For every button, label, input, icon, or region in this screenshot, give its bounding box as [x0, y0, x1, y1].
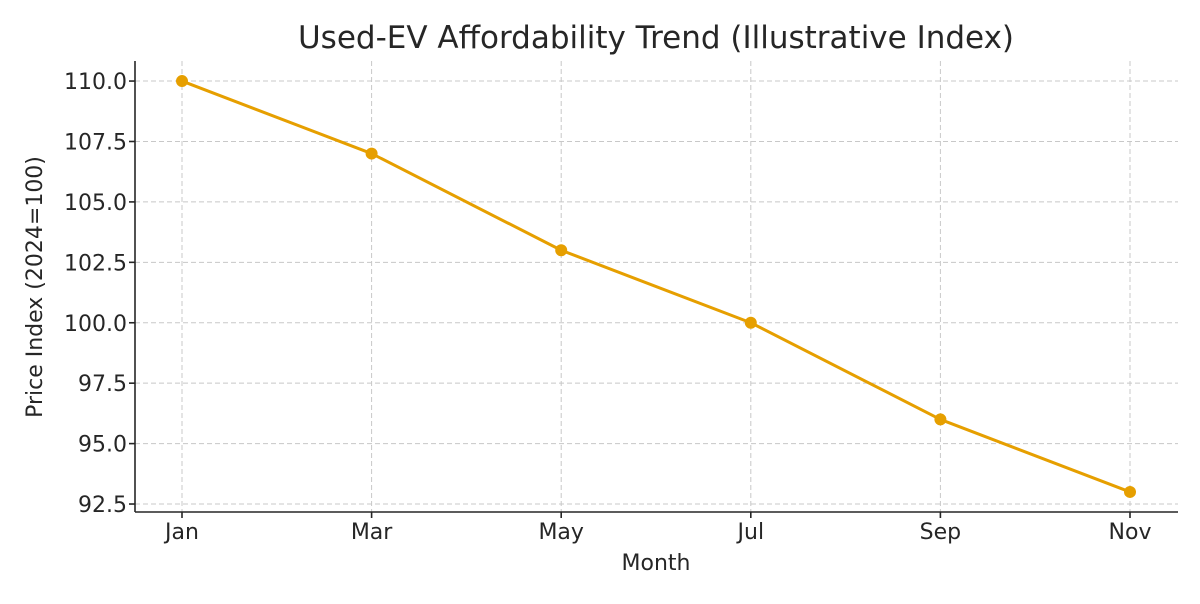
y-axis-ticks: 92.5 95.0 97.5 100.0 102.5 105.0 107.5 110.0	[64, 70, 135, 518]
series	[176, 75, 1136, 498]
y-tick-label: 95.0	[78, 433, 127, 458]
data-point	[744, 316, 757, 329]
x-tick-label: May	[538, 520, 583, 545]
x-axis-ticks: Jan Mar May Jul Sep Nov	[163, 512, 1151, 545]
y-tick-label: 107.5	[64, 130, 127, 155]
x-tick-label: Jan	[163, 520, 199, 545]
x-tick-label: Nov	[1109, 520, 1152, 545]
y-tick-label: 97.5	[78, 372, 127, 397]
x-tick-label: Jul	[736, 520, 765, 545]
y-tick-label: 92.5	[78, 493, 127, 518]
x-tick-label: Sep	[920, 520, 961, 545]
y-tick-label: 110.0	[64, 70, 127, 95]
data-point	[934, 413, 947, 426]
x-axis-label: Month	[622, 551, 691, 576]
data-point	[1124, 485, 1136, 498]
y-tick-label: 105.0	[64, 191, 127, 216]
data-point	[555, 244, 568, 257]
x-tick-label: Mar	[351, 520, 393, 545]
y-tick-label: 102.5	[64, 251, 127, 276]
data-point	[365, 147, 378, 160]
data-point	[176, 75, 188, 88]
y-axis-label: Price Index (2024=100)	[23, 156, 48, 418]
series-line	[181, 79, 1131, 494]
y-tick-label: 100.0	[64, 312, 127, 337]
chart-title: Used-EV Affordability Trend (Illustrativ…	[298, 20, 1014, 56]
grid	[135, 61, 1178, 512]
